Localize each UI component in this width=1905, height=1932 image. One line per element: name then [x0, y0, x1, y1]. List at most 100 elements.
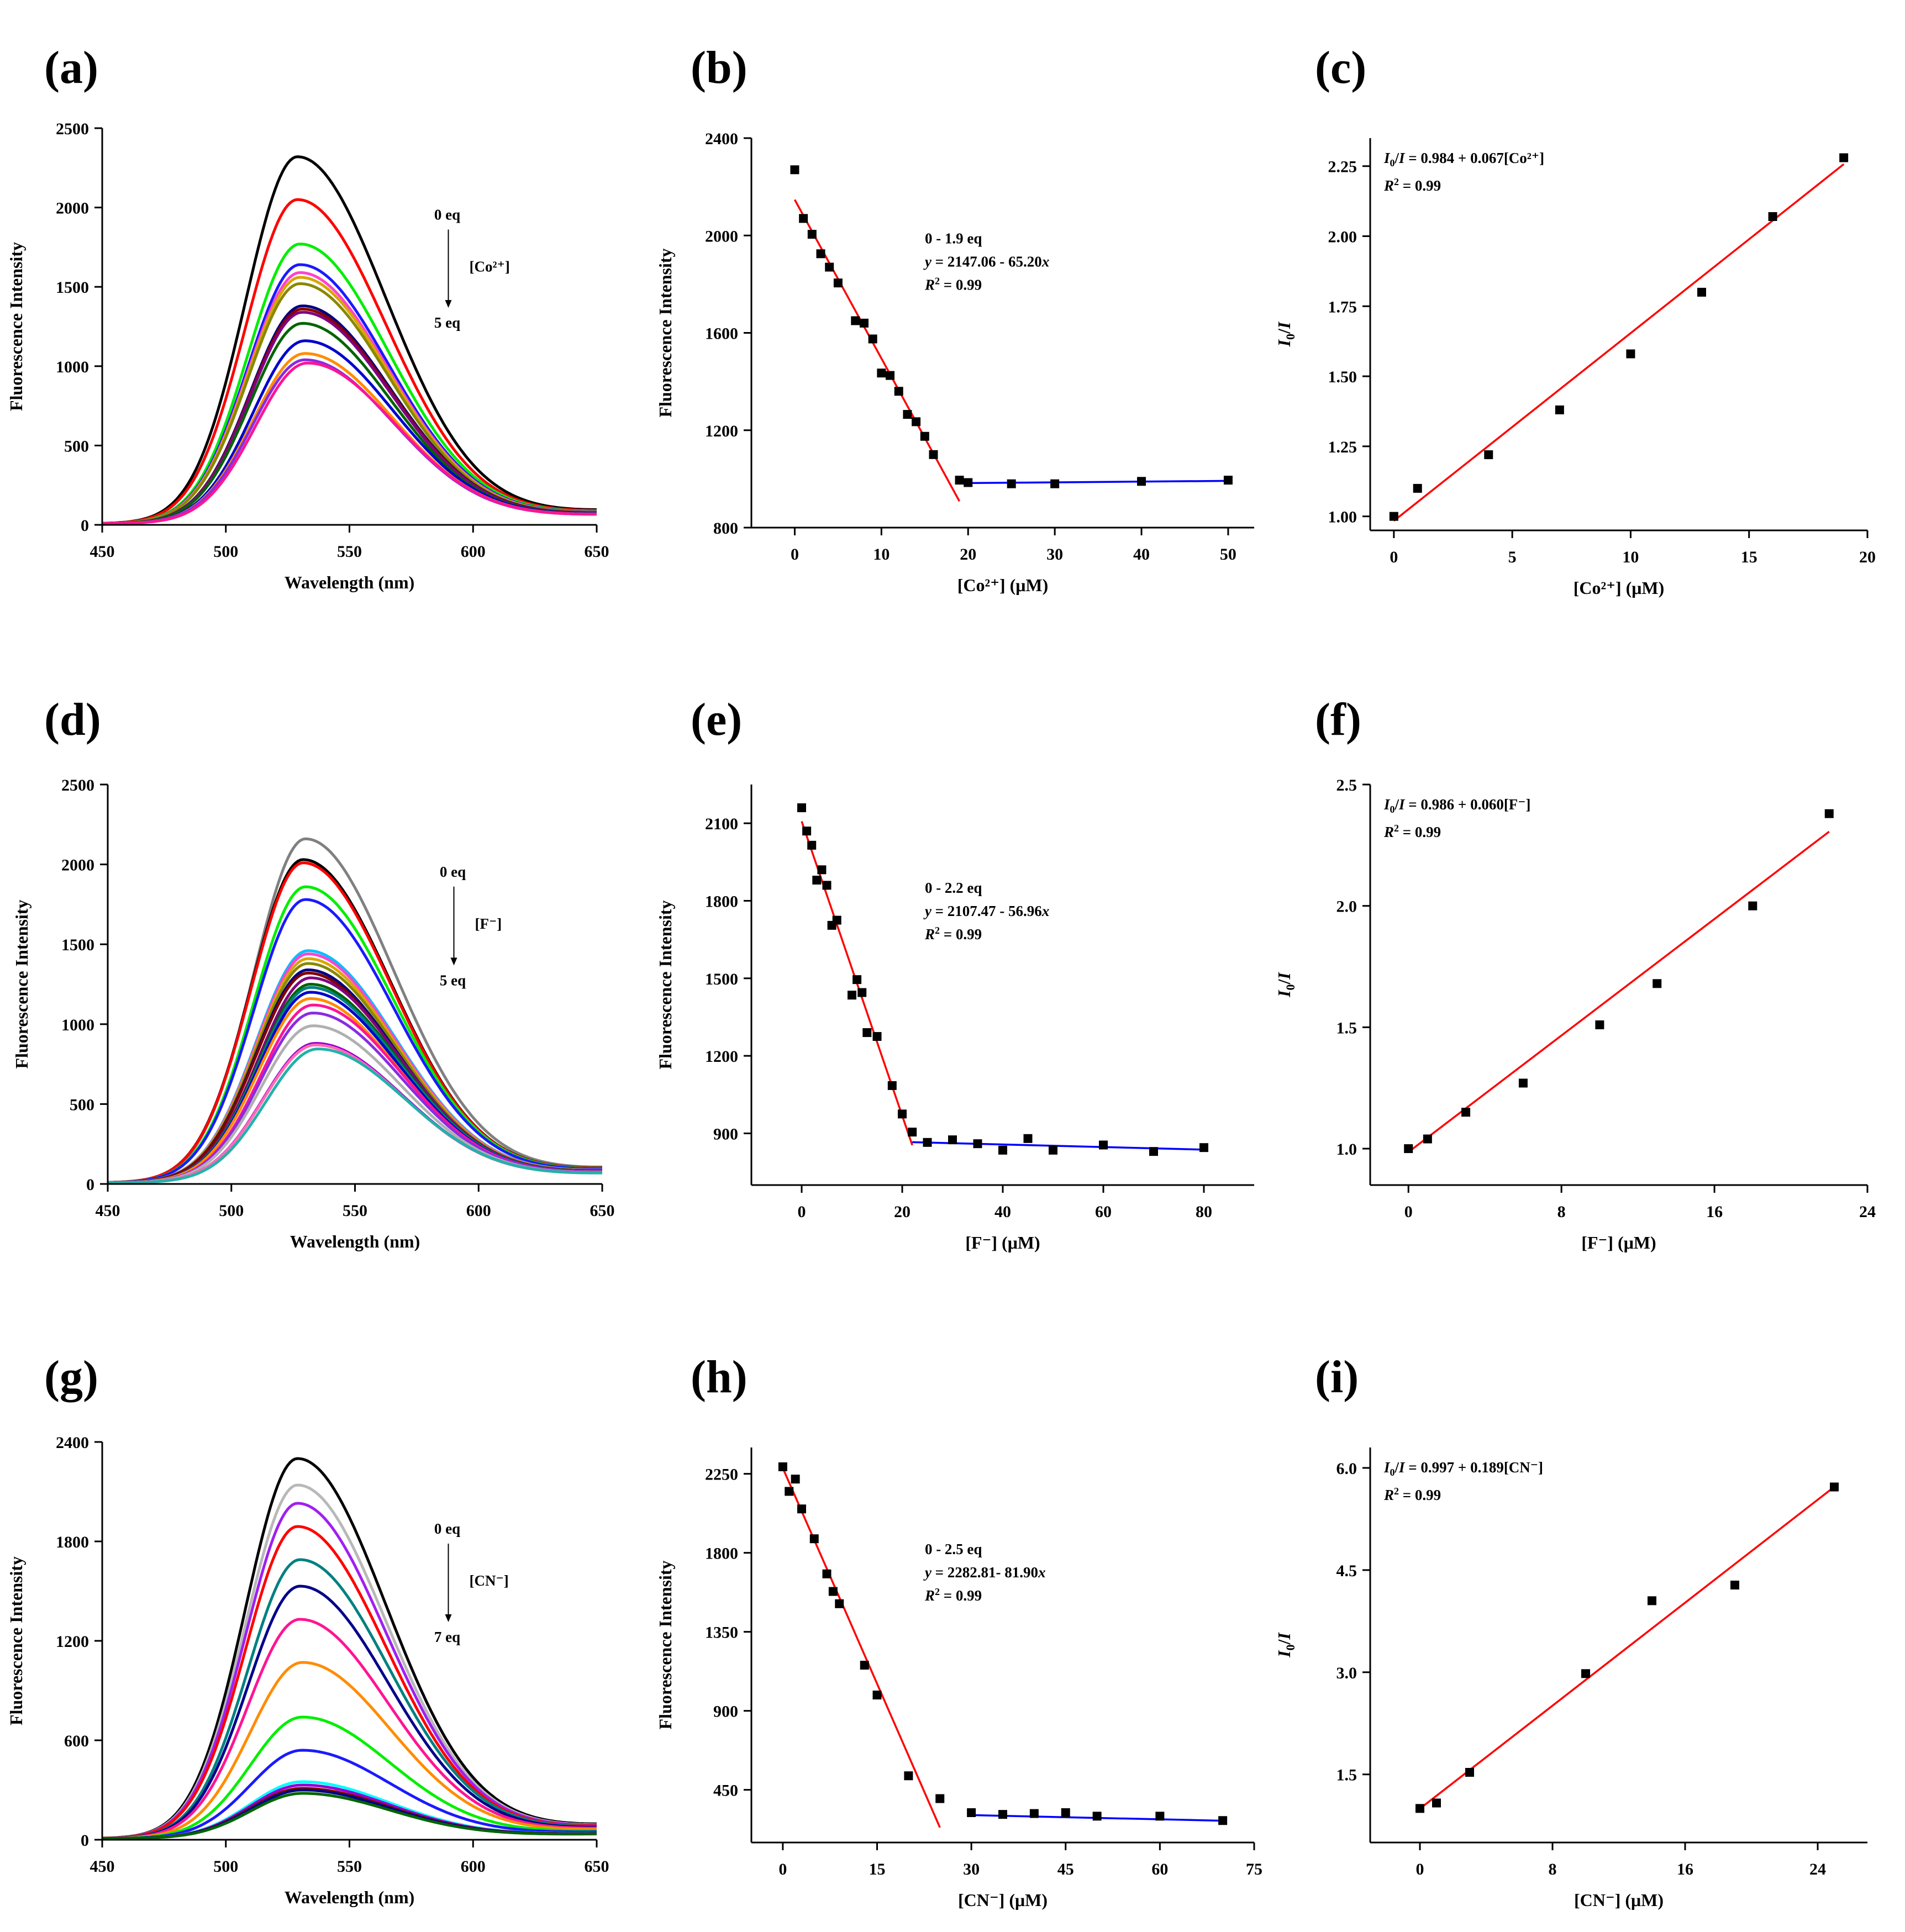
data-point [807, 230, 817, 239]
data-point [1626, 349, 1635, 359]
x-tick-label: 16 [1706, 1203, 1723, 1221]
data-point [894, 387, 903, 396]
stern-volmer-equation: I0/I = 0.986 + 0.060[F⁻] [1383, 796, 1531, 815]
data-point [797, 1504, 806, 1514]
y-axis-title: Fluorescence Intensity [12, 899, 31, 1068]
panel-e: (e) 0 - 2.2 eq y = 2107.47 - 56.96x R2 = 0.… [655, 694, 1254, 1252]
data-point [1099, 1140, 1108, 1150]
data-point [1050, 479, 1060, 488]
x-tick-label: 0 [778, 1860, 787, 1878]
x-tick-label: 450 [90, 543, 115, 561]
spectrum-s14 [108, 986, 603, 1184]
data-point [872, 1032, 882, 1041]
y-axis-title: I0/I [1274, 972, 1297, 998]
data-point [797, 803, 806, 813]
y-tick-label: 2400 [56, 1434, 89, 1452]
data-point [908, 1128, 917, 1137]
data-point [948, 1135, 957, 1145]
data-point [852, 975, 862, 985]
titration-end-label: 5 eq [434, 314, 460, 331]
x-tick-label: 8 [1557, 1203, 1566, 1221]
y-tick-label: 1.5 [1336, 1766, 1357, 1784]
x-tick-label: 20 [894, 1203, 911, 1221]
data-point [1581, 1669, 1590, 1678]
x-tick-label: 24 [1809, 1860, 1826, 1878]
fit-line [782, 1467, 941, 1828]
x-tick-label: 15 [869, 1860, 886, 1878]
spectrum-s6 [102, 1584, 597, 1840]
fit-equation: y = 2147.06 - 65.20x [923, 253, 1049, 270]
data-point [1049, 1145, 1057, 1155]
data-point [898, 1109, 907, 1119]
fit-line [1393, 163, 1845, 522]
data-point [868, 334, 877, 344]
y-tick-label: 0 [86, 1176, 94, 1194]
x-axis-title: Wavelength (nm) [290, 1231, 420, 1251]
data-point [860, 1661, 869, 1670]
data-point [998, 1810, 1007, 1819]
spectrum-s2 [102, 1483, 597, 1840]
data-point [1423, 1134, 1432, 1144]
titration-arrowhead [445, 1614, 452, 1622]
y-axis-title: Fluorescence Intensity [6, 242, 26, 411]
y-tick-label: 1200 [56, 1633, 89, 1651]
x-tick-label: 550 [343, 1202, 367, 1220]
titration-start-label: 0 eq [440, 864, 466, 880]
data-point [802, 827, 812, 836]
x-axis-title: [F⁻] (μM) [965, 1233, 1040, 1252]
y-tick-label: 3.0 [1336, 1664, 1357, 1682]
data-point [790, 165, 799, 175]
x-tick-label: 0 [1416, 1860, 1424, 1878]
data-point [973, 1139, 982, 1149]
x-tick-label: 15 [1741, 548, 1757, 566]
y-tick-label: 500 [70, 1096, 94, 1114]
data-point [1595, 1020, 1604, 1029]
y-tick-label: 1000 [56, 358, 89, 376]
spectrum-s3 [102, 243, 597, 525]
x-tick-label: 40 [994, 1203, 1011, 1221]
panel-d: (d) 0 eq [F⁻] 5 eq 450 500 550 600 650 0 500 1000 15… [12, 694, 615, 1251]
data-point [1223, 476, 1233, 485]
y-tick-label: 4.5 [1336, 1562, 1357, 1580]
x-axis-title: [Co²⁺] (μM) [1574, 578, 1665, 598]
stern-volmer-r2: R2 = 0.99 [1383, 176, 1441, 194]
x-tick-label: 0 [1404, 1203, 1413, 1221]
x-tick-label: 650 [585, 543, 609, 561]
data-point [1199, 1143, 1208, 1152]
panel-label: (f) [1315, 694, 1361, 745]
data-point [1697, 287, 1706, 297]
data-point [1092, 1812, 1102, 1821]
x-tick-label: 80 [1196, 1203, 1212, 1221]
data-point [1768, 212, 1777, 221]
data-point [967, 1808, 976, 1817]
data-point [904, 1771, 913, 1781]
data-point [1029, 1809, 1039, 1818]
spectrum-s4 [107, 885, 602, 1184]
data-point [1730, 1581, 1739, 1590]
panel-label: (g) [44, 1351, 98, 1403]
data-point [1824, 809, 1834, 818]
y-tick-label: 0 [81, 1831, 89, 1850]
data-point [1555, 405, 1564, 414]
fit-range-label: 0 - 2.2 eq [925, 880, 982, 896]
data-point [817, 865, 827, 875]
data-point [835, 1599, 844, 1608]
panel-label: (d) [44, 694, 101, 745]
x-tick-label: 30 [1046, 545, 1063, 564]
fit-range-label: 0 - 1.9 eq [925, 230, 982, 246]
x-tick-label: 500 [213, 1857, 238, 1876]
x-axis-title: [F⁻] (μM) [1581, 1233, 1656, 1252]
data-point [833, 278, 843, 288]
panel-label: (i) [1315, 1351, 1359, 1403]
data-point [929, 450, 938, 459]
x-tick-label: 500 [219, 1202, 244, 1220]
x-tick-label: 600 [461, 543, 486, 561]
data-point [1830, 1482, 1839, 1492]
y-tick-label: 2500 [61, 776, 94, 794]
data-point [1218, 1816, 1228, 1825]
spectrum-s2 [102, 198, 597, 525]
data-point [809, 1534, 819, 1544]
x-tick-label: 75 [1246, 1860, 1262, 1878]
x-axis-title: [CN⁻] (μM) [958, 1890, 1048, 1910]
